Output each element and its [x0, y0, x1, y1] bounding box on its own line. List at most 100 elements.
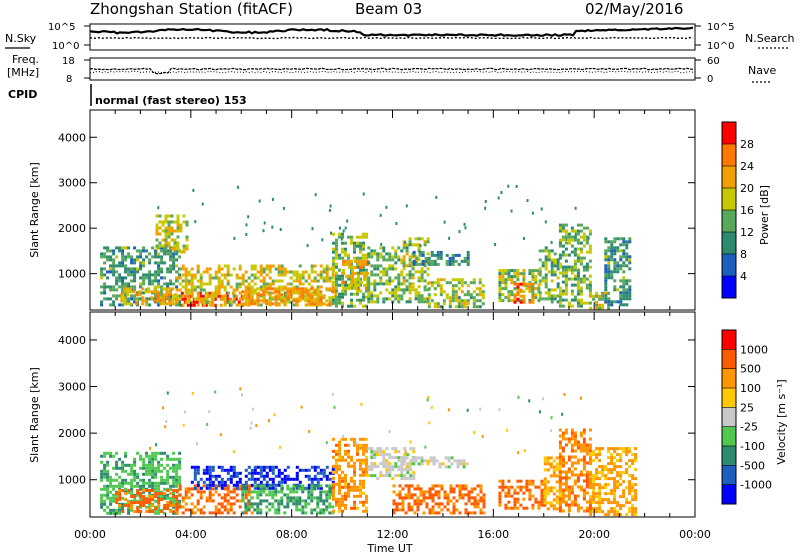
range-cell: [166, 496, 170, 500]
range-cell: [157, 460, 161, 464]
range-cell: [193, 471, 197, 475]
range-cell: [622, 279, 626, 283]
range-cell: [456, 459, 460, 463]
range-cell: [498, 275, 502, 279]
range-cell: [561, 280, 565, 284]
range-cell: [353, 304, 356, 308]
range-cell: [196, 267, 200, 271]
range-cell: [217, 465, 221, 469]
range-cell: [347, 455, 350, 459]
range-cell: [538, 279, 542, 283]
range-cell: [142, 249, 146, 253]
range-cell: [402, 276, 406, 280]
range-cell: [419, 487, 423, 491]
range-cell: [501, 281, 505, 285]
range-cell: [196, 264, 200, 268]
range-cell: [616, 264, 620, 268]
range-cell: [139, 297, 143, 301]
range-cell: [582, 446, 586, 450]
range-cell: [124, 451, 128, 455]
range-cell: [229, 490, 233, 494]
range-cell: [100, 496, 104, 500]
range-cell: [158, 220, 162, 224]
range-cell: [160, 481, 164, 485]
range-cell: [151, 475, 155, 479]
range-cell: [561, 292, 565, 296]
range-cell: [437, 490, 441, 494]
range-cell: [310, 499, 314, 503]
range-cell: [411, 285, 415, 289]
range-cell: [295, 502, 299, 506]
range-cell: [103, 463, 107, 467]
range-cell: [439, 284, 443, 288]
range-cell: [283, 267, 287, 271]
range-cell: [295, 471, 299, 475]
range-cell: [382, 459, 386, 463]
range-cell: [510, 494, 514, 498]
range-cell: [439, 290, 443, 294]
range-cell: [148, 498, 152, 501]
range-cell: [206, 422, 209, 426]
range-cell: [223, 264, 227, 268]
range-cell: [347, 491, 350, 495]
range-cell: [619, 303, 623, 307]
range-cell: [341, 283, 344, 287]
range-cell: [214, 390, 217, 394]
range-cell: [516, 506, 520, 510]
range-cell: [169, 270, 173, 274]
colorbar-segment: [722, 122, 736, 145]
range-cell: [240, 297, 244, 301]
range-cell: [313, 264, 317, 268]
range-cell: [426, 267, 430, 271]
range-cell: [151, 495, 155, 498]
range-cell: [199, 493, 203, 497]
mode-label: normal (fast stereo) 153: [95, 94, 247, 107]
range-cell: [250, 279, 254, 283]
range-cell: [158, 232, 162, 236]
range-cell: [411, 282, 415, 286]
range-cell: [301, 270, 305, 274]
range-cell: [196, 502, 200, 506]
range-cell: [363, 260, 367, 263]
range-cell: [335, 298, 338, 302]
range-cell: [202, 270, 206, 274]
range-cell: [139, 457, 143, 461]
range-cell: [350, 458, 353, 462]
range-cell: [417, 276, 421, 280]
range-cell: [449, 490, 453, 494]
range-cell: [286, 282, 290, 286]
range-cell: [402, 246, 406, 250]
range-cell: [103, 288, 107, 292]
range-cell: [438, 465, 442, 469]
range-cell: [286, 293, 290, 297]
range-cell: [365, 232, 368, 236]
range-cell: [265, 287, 269, 291]
range-cell: [347, 235, 350, 239]
range-cell: [115, 472, 119, 476]
range-cell: [619, 243, 623, 247]
range-cell: [573, 295, 577, 299]
range-cell: [540, 500, 544, 504]
range-cell: [247, 487, 251, 491]
range-cell: [184, 502, 188, 506]
range-cell: [190, 480, 194, 484]
range-cell: [100, 267, 104, 271]
range-cell: [178, 460, 182, 464]
range-cell: [427, 305, 431, 309]
range-cell: [452, 490, 456, 494]
range-cell: [425, 502, 429, 506]
range-cell: [136, 489, 140, 492]
range-cell: [604, 237, 608, 241]
range-cell: [121, 505, 125, 509]
range-cell: [362, 449, 365, 453]
range-cell: [238, 471, 242, 475]
range-cell: [307, 490, 311, 494]
range-cell: [247, 477, 251, 481]
range-cell: [135, 293, 139, 297]
range-cell: [460, 284, 464, 288]
range-cell: [313, 297, 317, 301]
range-cell: [307, 293, 311, 297]
range-cell: [564, 428, 568, 432]
range-cell: [124, 478, 128, 482]
range-cell: [250, 421, 253, 425]
